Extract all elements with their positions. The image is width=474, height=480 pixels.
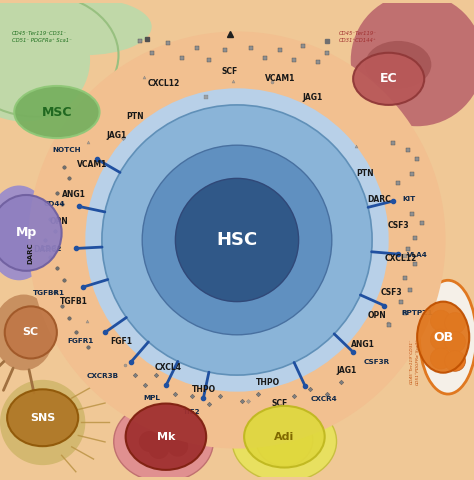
Text: VCAM1: VCAM1 [264, 74, 295, 84]
Text: TGFB1: TGFB1 [60, 297, 87, 306]
Text: DARC: DARC [28, 242, 34, 264]
Ellipse shape [114, 401, 213, 480]
Text: SCF: SCF [222, 67, 238, 76]
Text: DARC: DARC [367, 195, 391, 204]
Text: CD45⁻Ter119⁻CD31⁻
CD51⁺PDGFRa⁻Sca1⁻: CD45⁻Ter119⁻CD31⁻ CD51⁺PDGFRa⁻Sca1⁻ [410, 338, 419, 384]
Ellipse shape [19, 0, 152, 55]
Text: CSF3R: CSF3R [363, 359, 389, 365]
Text: OPN: OPN [367, 312, 386, 320]
Text: CXCR3B: CXCR3B [87, 373, 119, 379]
Circle shape [167, 436, 188, 456]
Text: VCAM1: VCAM1 [77, 160, 108, 168]
Ellipse shape [417, 301, 469, 372]
Text: CSF3: CSF3 [387, 221, 409, 230]
Circle shape [148, 438, 169, 459]
Ellipse shape [7, 389, 78, 446]
Text: JAG1: JAG1 [303, 93, 323, 102]
Text: VLA4: VLA4 [407, 252, 428, 258]
Ellipse shape [419, 280, 474, 394]
Text: PTN: PTN [356, 169, 374, 178]
Text: Adi: Adi [274, 432, 294, 442]
Text: THPO: THPO [256, 378, 280, 387]
Text: CD44: CD44 [44, 201, 65, 206]
Text: FGF1: FGF1 [110, 337, 132, 347]
Text: PTN: PTN [126, 112, 144, 121]
Circle shape [430, 348, 451, 369]
Text: KIT: KIT [402, 196, 416, 202]
Text: CD45⁻Ter119⁻
CD31⁺CD144⁺: CD45⁻Ter119⁻ CD31⁺CD144⁺ [339, 32, 377, 44]
Ellipse shape [0, 295, 55, 371]
Text: ANG1: ANG1 [351, 340, 374, 349]
Circle shape [175, 179, 299, 301]
Circle shape [158, 426, 179, 447]
Ellipse shape [353, 53, 424, 105]
Ellipse shape [0, 0, 90, 121]
Ellipse shape [126, 404, 206, 470]
Text: FGFR1: FGFR1 [67, 337, 93, 344]
Circle shape [142, 145, 332, 335]
Text: CXCL4: CXCL4 [155, 363, 182, 372]
Text: EC: EC [380, 72, 398, 85]
Circle shape [445, 312, 465, 334]
Ellipse shape [244, 406, 325, 468]
Text: ANG1: ANG1 [62, 191, 85, 200]
Circle shape [445, 332, 465, 352]
Text: DARC: DARC [33, 245, 57, 254]
Text: CD45⁻Ter119⁻CD31⁻
CD51⁻ PDGFRa⁺ Sca1⁻: CD45⁻Ter119⁻CD31⁻ CD51⁻ PDGFRa⁺ Sca1⁻ [12, 32, 72, 44]
Circle shape [160, 424, 181, 445]
Text: MSC: MSC [42, 106, 72, 119]
Circle shape [445, 350, 465, 372]
Circle shape [102, 105, 372, 375]
Text: CXCL12: CXCL12 [384, 254, 417, 264]
Ellipse shape [232, 401, 337, 480]
Text: HSC: HSC [216, 231, 258, 249]
Text: Mk: Mk [157, 432, 175, 442]
Text: SCF: SCF [272, 399, 288, 408]
Ellipse shape [256, 414, 313, 466]
Circle shape [28, 32, 446, 448]
Ellipse shape [351, 0, 474, 126]
Ellipse shape [5, 306, 57, 359]
Ellipse shape [270, 431, 284, 443]
Text: CSF3: CSF3 [380, 288, 402, 297]
Circle shape [85, 88, 389, 392]
Ellipse shape [0, 195, 62, 271]
Text: CXCR4: CXCR4 [311, 396, 338, 402]
Text: THPO: THPO [192, 385, 216, 394]
Circle shape [139, 431, 160, 452]
Text: CD82: CD82 [40, 246, 62, 252]
Text: SNS: SNS [30, 413, 55, 423]
Ellipse shape [0, 185, 52, 280]
Text: Mp: Mp [16, 227, 36, 240]
Text: SC: SC [23, 327, 39, 337]
Text: JAG1: JAG1 [336, 366, 356, 375]
Ellipse shape [14, 86, 100, 138]
Text: JAG1: JAG1 [106, 131, 126, 140]
Text: RPTPZ1: RPTPZ1 [401, 310, 433, 316]
Ellipse shape [0, 380, 85, 465]
Text: CXCL12: CXCL12 [147, 79, 180, 88]
Circle shape [430, 310, 451, 331]
Text: OPN: OPN [50, 216, 69, 226]
Text: TIE2: TIE2 [183, 408, 201, 415]
Text: NOTCH: NOTCH [53, 147, 81, 153]
Text: OB: OB [433, 331, 453, 344]
Ellipse shape [365, 41, 431, 88]
Circle shape [430, 329, 451, 350]
Text: MPL: MPL [143, 395, 160, 401]
Text: TGFBR1: TGFBR1 [33, 289, 65, 296]
